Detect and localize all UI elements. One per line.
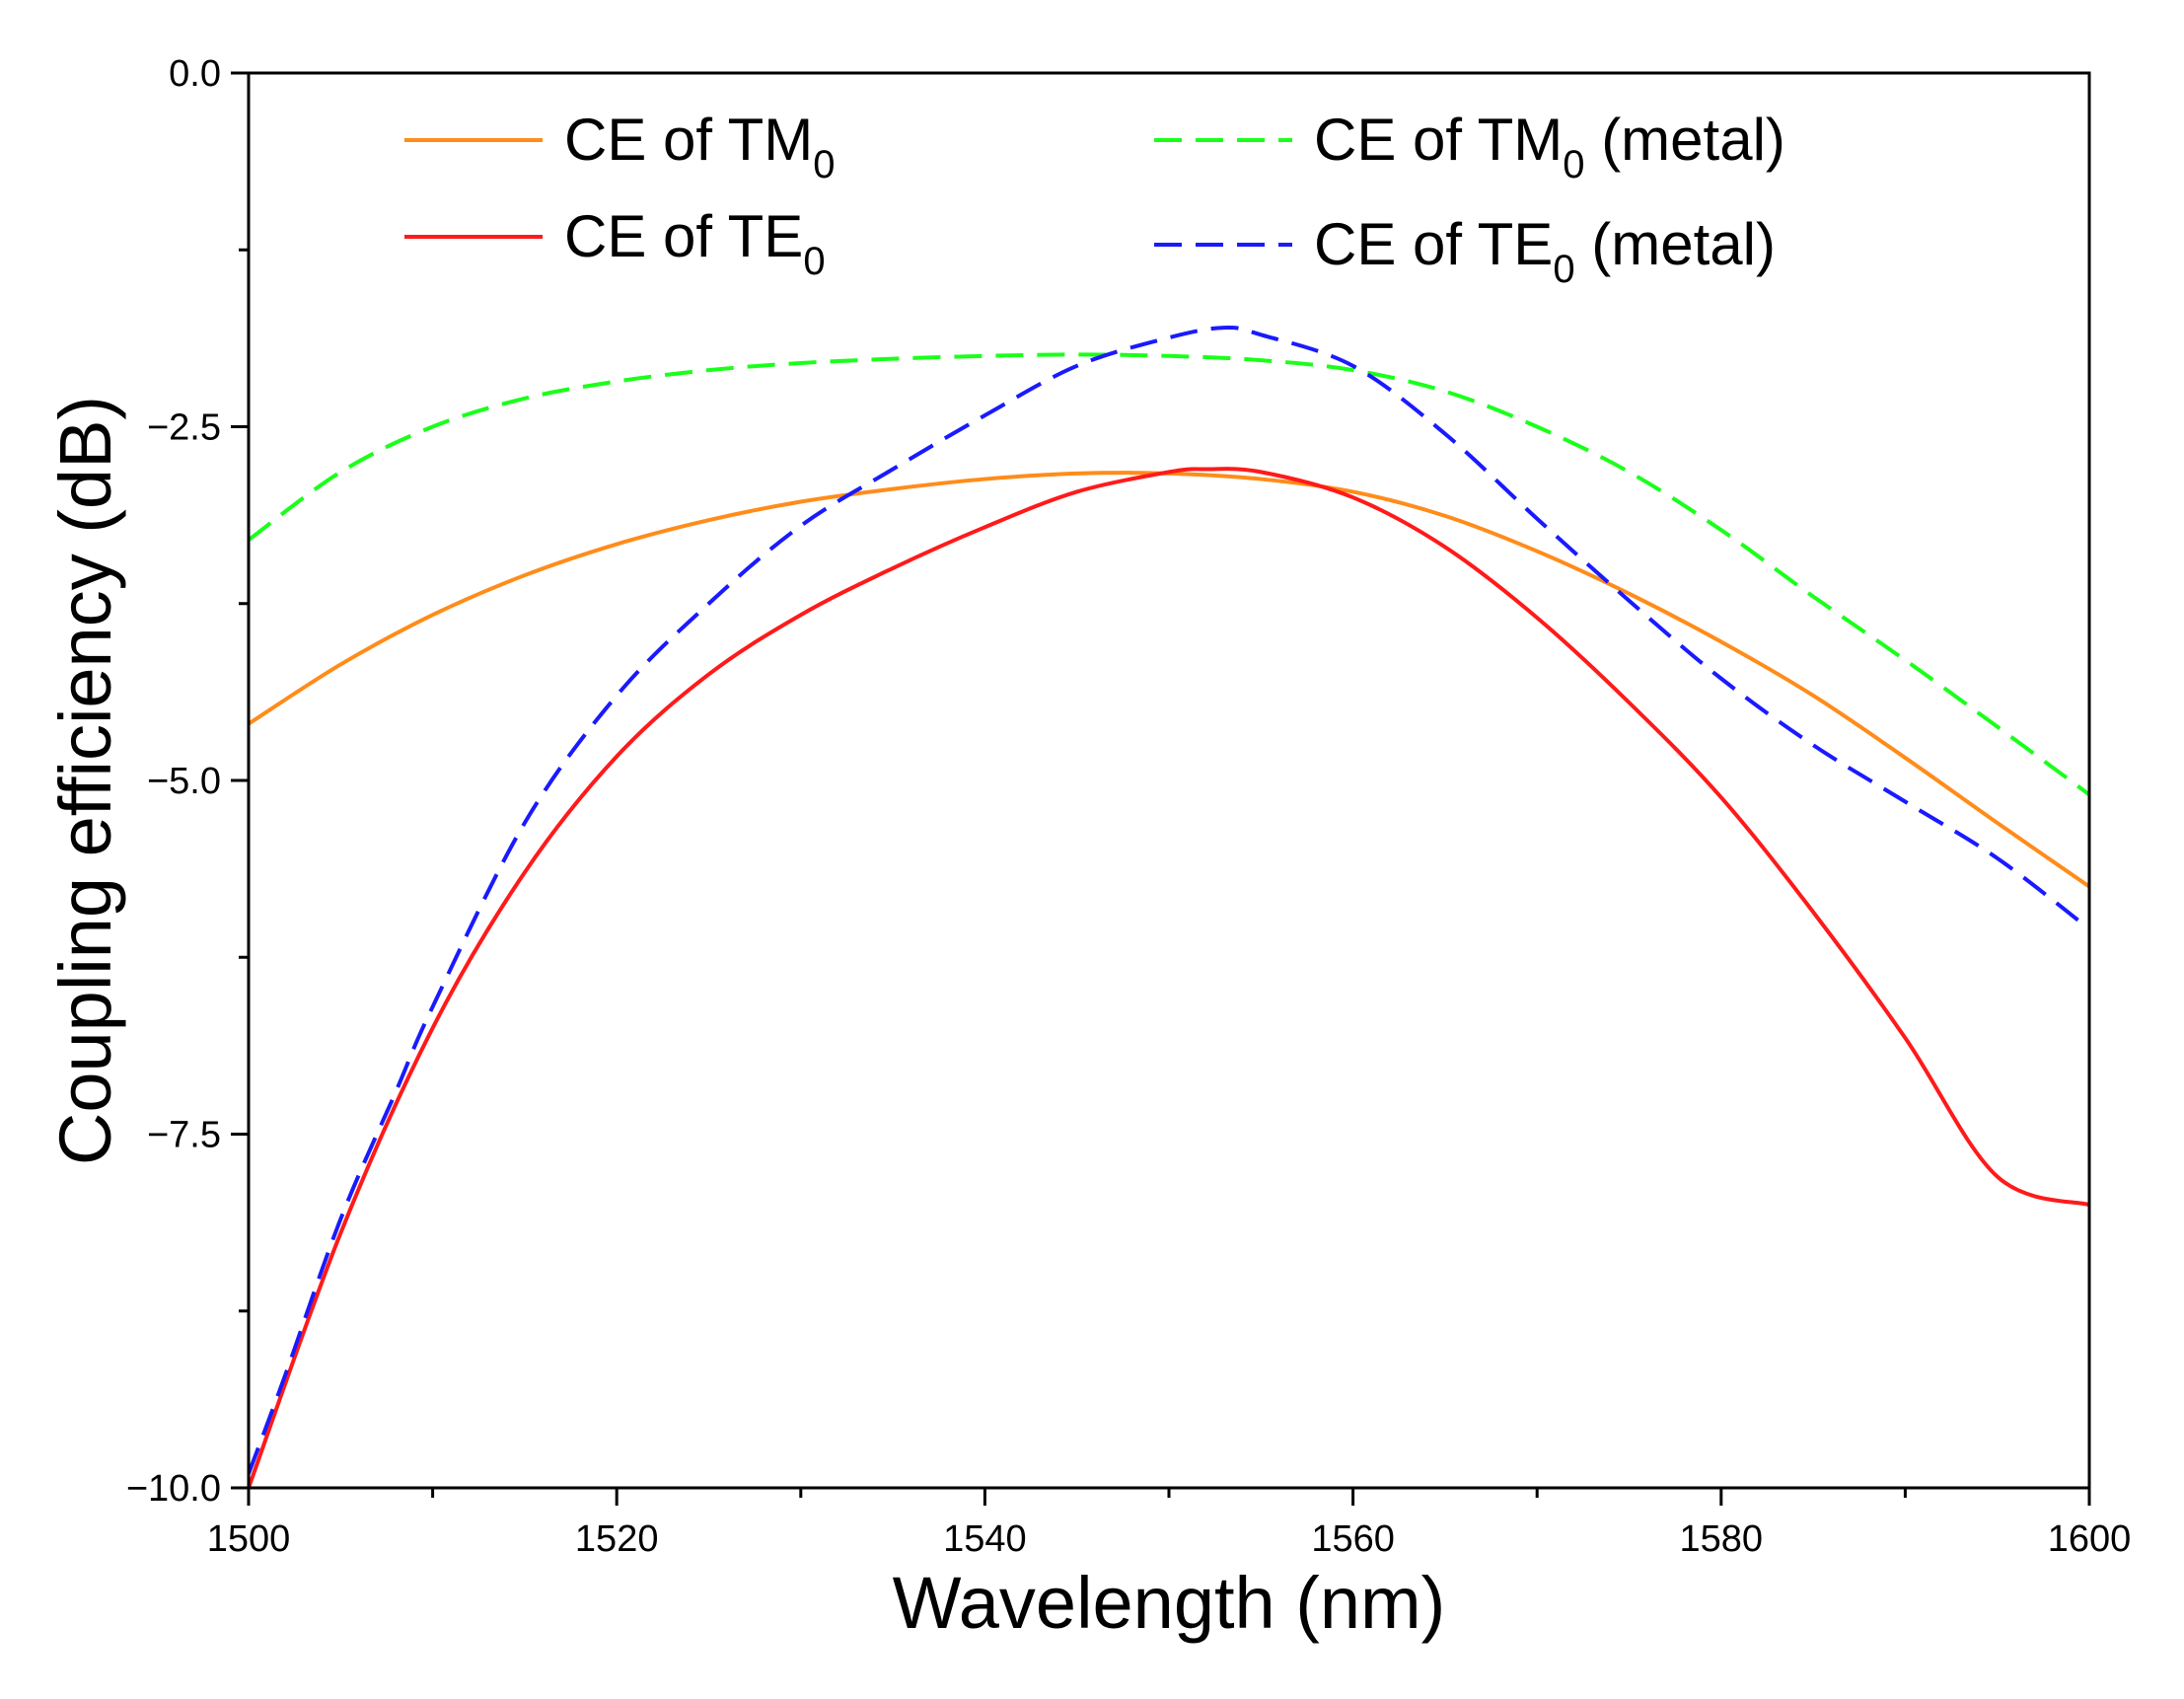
legend-item: CE of TE0 [404, 203, 826, 283]
plot-frame [247, 71, 2091, 1490]
x-tick-label: 1540 [943, 1518, 1027, 1560]
y-axis: 0.0 −2.5 −5.0 −7.5 −10.0 [126, 53, 249, 1510]
series-line-3 [249, 352, 2089, 796]
legend: CE of TM0 CE of TE0 CE of TM0 (metal) CE of… [404, 107, 1785, 291]
x-tick-label: 1520 [575, 1518, 659, 1560]
series-line-4 [249, 326, 2089, 1475]
series-layer [249, 326, 2089, 1488]
series-line-1 [249, 471, 2089, 889]
y-axis-title: Coupling efficiency (dB) [44, 396, 126, 1165]
y-tick-label: −7.5 [147, 1115, 221, 1156]
y-tick-label: −5.0 [147, 761, 221, 802]
legend-label: CE of TM0 [564, 107, 836, 186]
legend-item: CE of TM0 [404, 107, 836, 186]
x-tick-label: 1580 [1680, 1518, 1764, 1560]
x-axis: 1500 1520 1540 1560 1580 1600 [207, 1488, 2132, 1560]
legend-label: CE of TE0 [564, 203, 826, 283]
legend-label: CE of TM0 (metal) [1314, 107, 1785, 186]
y-tick-label: 0.0 [169, 53, 221, 95]
x-tick-label: 1600 [2048, 1518, 2132, 1560]
legend-item: CE of TM0 (metal) [1154, 107, 1785, 186]
legend-label: CE of TE0 (metal) [1314, 211, 1776, 291]
y-tick-label: −2.5 [147, 407, 221, 449]
x-tick-label: 1500 [207, 1518, 291, 1560]
series-line-2 [249, 467, 2089, 1488]
x-tick-label: 1560 [1311, 1518, 1395, 1560]
y-tick-label: −10.0 [126, 1468, 221, 1510]
x-axis-title: Wavelength (nm) [893, 1562, 1446, 1644]
legend-item: CE of TE0 (metal) [1154, 211, 1776, 291]
